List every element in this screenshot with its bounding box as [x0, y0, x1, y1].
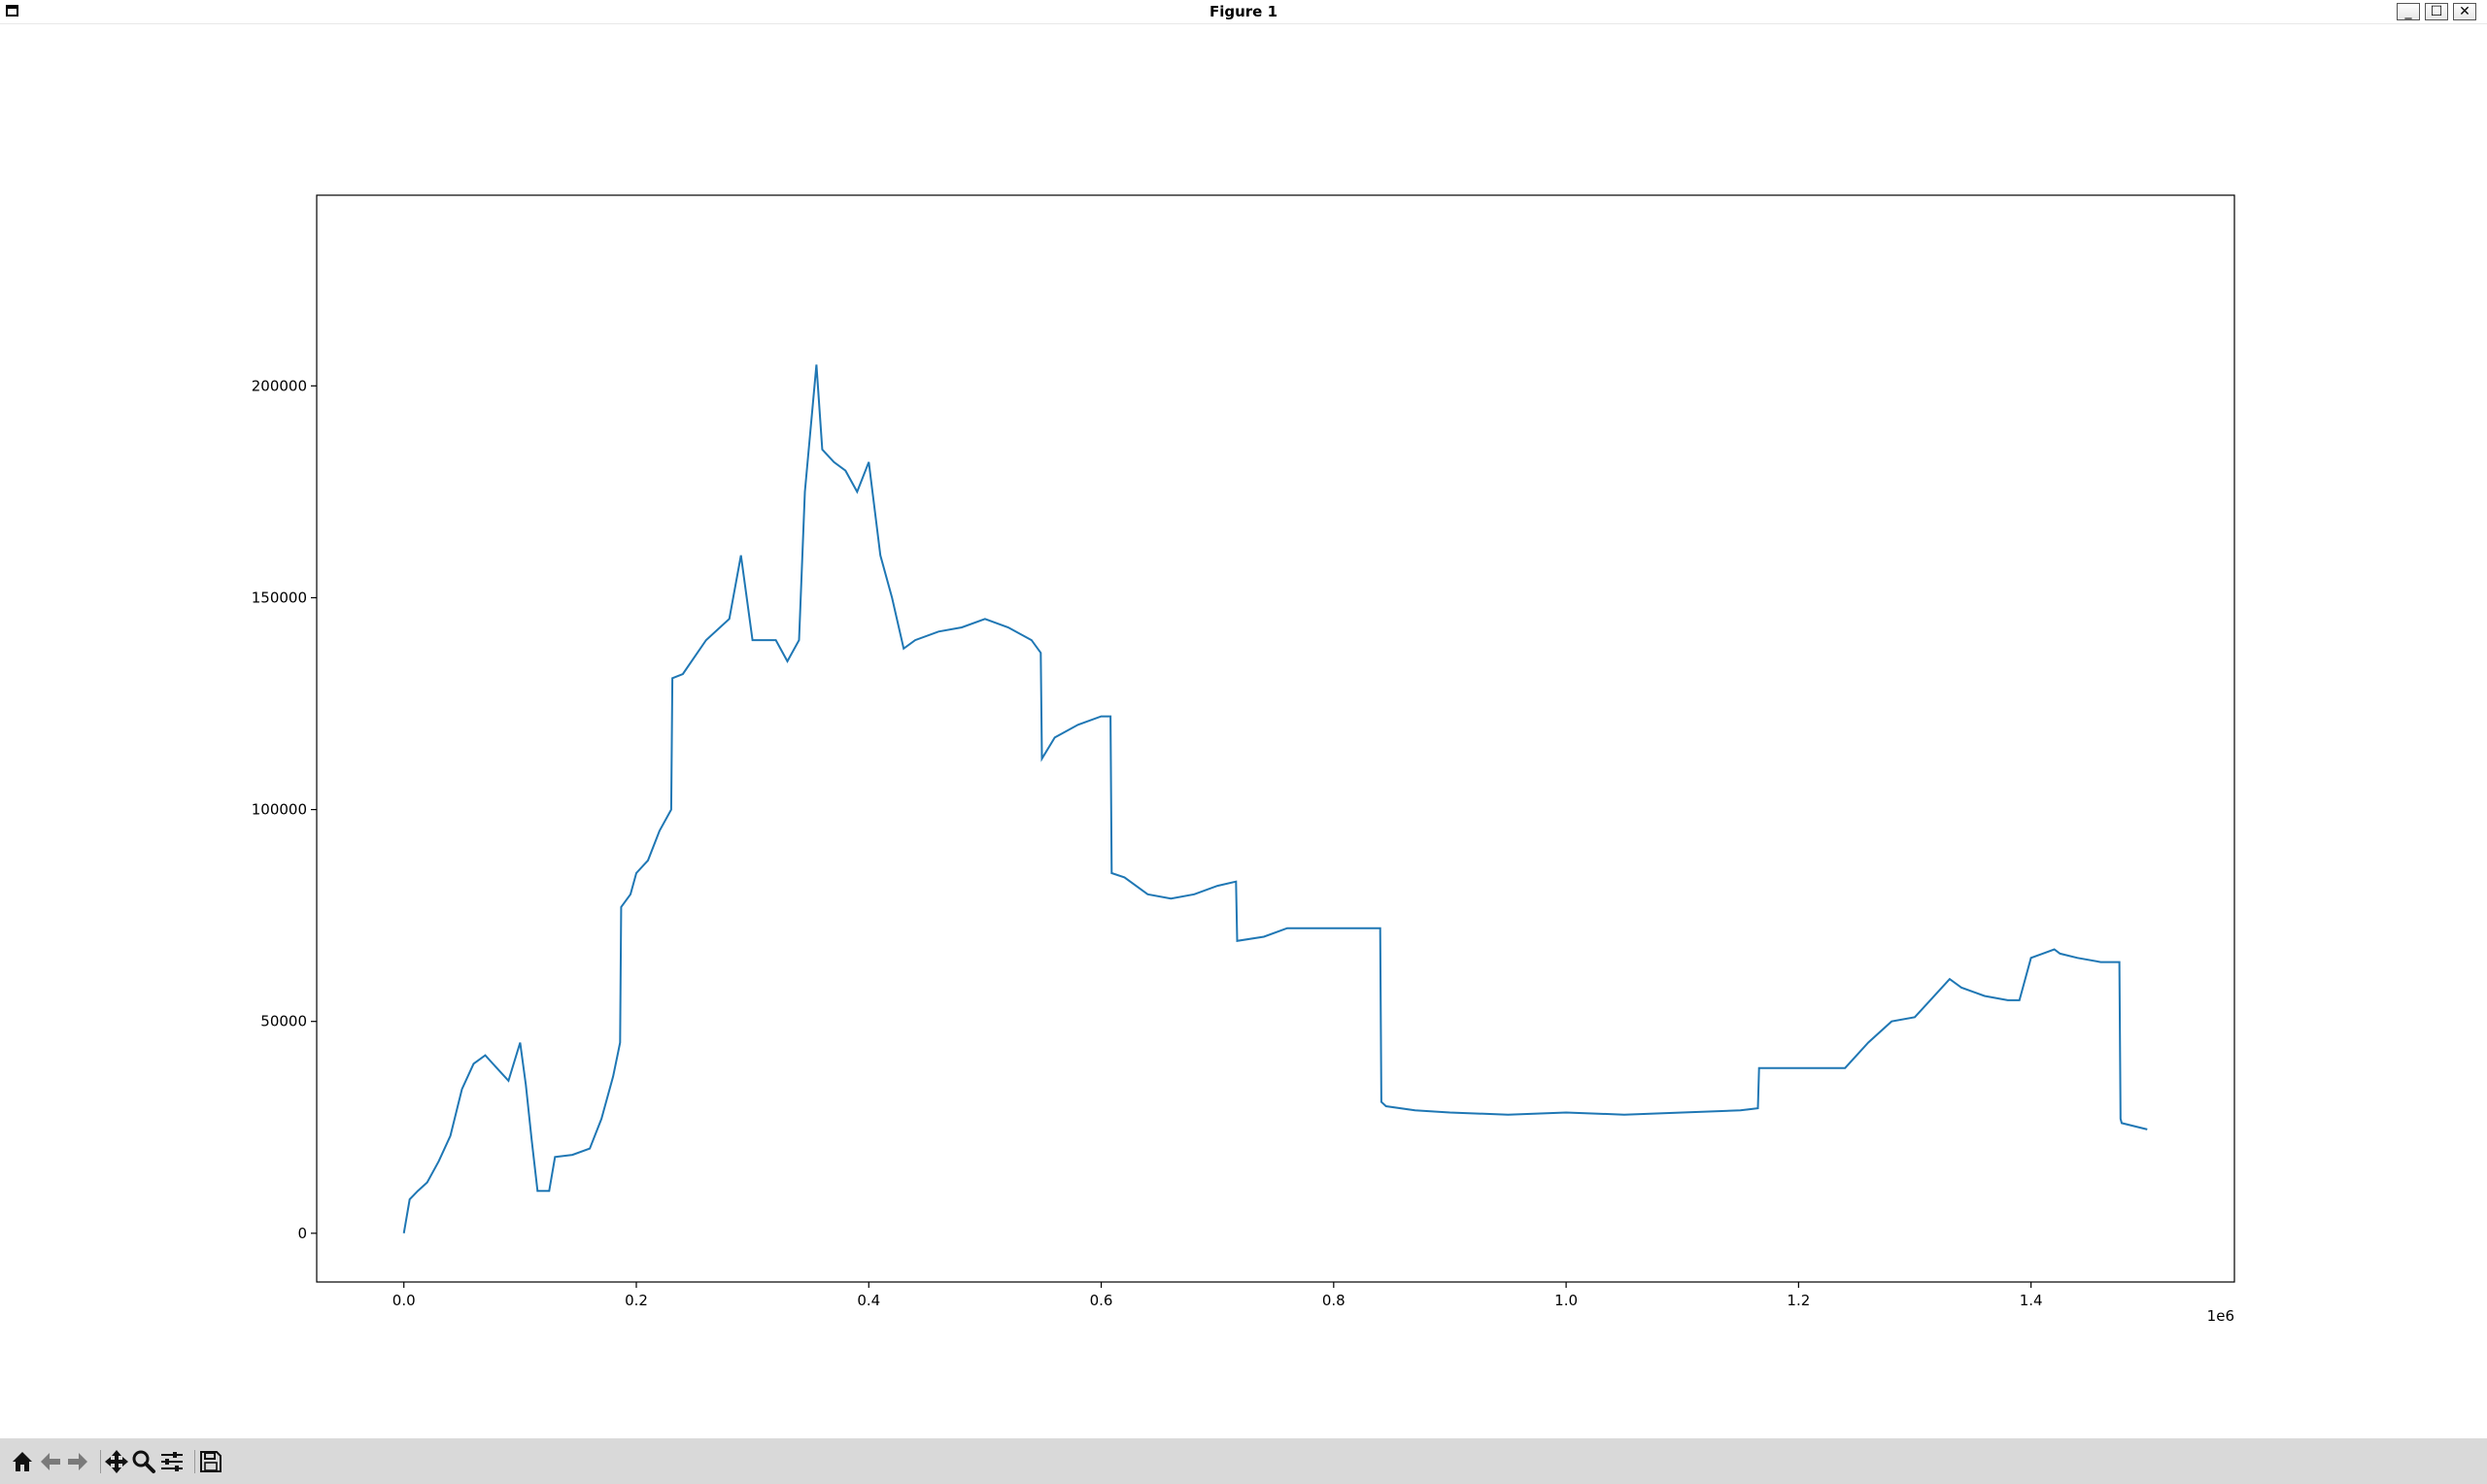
y-tick-label: 0	[297, 1225, 307, 1242]
x-tick-label: 0.2	[625, 1292, 648, 1309]
x-axis: 0.0 0.2 0.4 0.6 0.8 1.0 1.2 1.4	[392, 1282, 2043, 1309]
forward-arrow-icon[interactable]	[64, 1448, 91, 1475]
x-tick-label: 0.8	[1322, 1292, 1346, 1309]
minimize-button[interactable]: _	[2397, 3, 2420, 20]
y-tick-label: 100000	[252, 801, 307, 819]
window-menu-icon[interactable]	[6, 5, 18, 17]
y-tick-label: 150000	[252, 589, 307, 606]
toolbar-separator	[100, 1450, 101, 1473]
x-tick-label: 0.4	[857, 1292, 880, 1309]
navigation-toolbar	[0, 1438, 2487, 1484]
subplots-config-icon[interactable]	[158, 1448, 186, 1475]
title-bar[interactable]: Figure 1 _ ☐ ✕	[0, 0, 2487, 24]
x-tick-label: 0.6	[1090, 1292, 1113, 1309]
series-line	[402, 364, 2148, 1233]
toolbar-separator	[194, 1450, 195, 1473]
window-title: Figure 1	[1209, 3, 1278, 20]
back-arrow-icon[interactable]	[37, 1448, 64, 1475]
zoom-icon[interactable]	[130, 1448, 157, 1475]
line-chart: 0.0 0.2 0.4 0.6 0.8 1.0 1.2 1.4 0 50000 100000 150…	[252, 194, 2235, 1325]
x-tick-label: 1.2	[1787, 1292, 1810, 1309]
y-tick-label: 200000	[252, 377, 307, 394]
axes-frame	[316, 194, 2235, 1283]
home-icon[interactable]	[9, 1448, 36, 1475]
save-icon[interactable]	[197, 1448, 224, 1475]
pan-icon[interactable]	[103, 1448, 130, 1475]
x-tick-label: 1.0	[1554, 1292, 1578, 1309]
close-button[interactable]: ✕	[2453, 3, 2476, 20]
y-axis: 0 50000 100000 150000 200000	[252, 377, 317, 1242]
y-tick-label: 50000	[260, 1013, 307, 1030]
x-tick-label: 0.0	[392, 1292, 416, 1309]
maximize-button[interactable]: ☐	[2425, 3, 2448, 20]
figure-canvas[interactable]: 0.0 0.2 0.4 0.6 0.8 1.0 1.2 1.4 0 50000 100000 150…	[6, 25, 2481, 1437]
x-axis-offset-label: 1e6	[2207, 1307, 2234, 1325]
x-tick-label: 1.4	[2020, 1292, 2043, 1309]
